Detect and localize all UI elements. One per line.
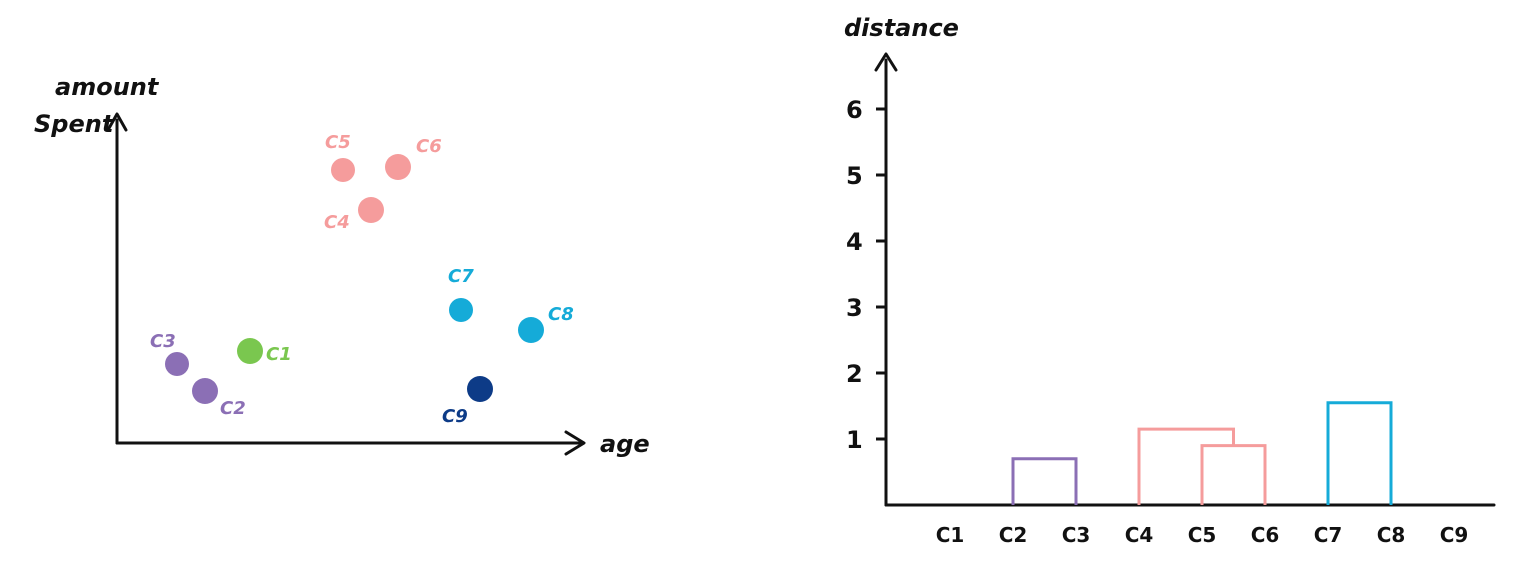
- y-tick-label-5: 5: [846, 162, 863, 190]
- y-tick-label-6: 6: [846, 96, 863, 124]
- y-tick-label-3: 3: [846, 294, 863, 322]
- point-c7: [449, 298, 473, 322]
- leaf-label-c5: C5: [1188, 523, 1217, 547]
- y-tick-label-1: 1: [846, 426, 863, 454]
- link-c5-c6: [1200, 444, 1267, 505]
- scatter-x-label: age: [600, 430, 650, 458]
- scatter-x-arrowhead: [564, 430, 586, 456]
- scatter-svg: amount Spent age C5 C6 C4 C7 C8 C9 C3 C2…: [34, 73, 650, 458]
- point-c4: [358, 197, 384, 223]
- point-c5: [331, 158, 355, 182]
- scatter-y-label-line2: Spent: [34, 110, 115, 138]
- point-c6: [385, 154, 411, 180]
- point-label-c5: C5: [325, 132, 351, 153]
- point-label-c6: C6: [416, 136, 442, 157]
- point-c8: [518, 317, 544, 343]
- leaf-label-c1: C1: [936, 523, 965, 547]
- point-label-c4: C4: [324, 212, 350, 233]
- leaf-label-c8: C8: [1377, 523, 1406, 547]
- point-c9: [467, 376, 493, 402]
- dendro-y-arrowhead: [874, 52, 898, 72]
- y-tick-label-4: 4: [846, 228, 863, 256]
- leaf-label-c4: C4: [1125, 523, 1154, 547]
- y-tick-label-2: 2: [846, 360, 863, 388]
- link-c4-c5-c6: [1137, 427, 1235, 505]
- scatter-y-label-line1: amount: [55, 73, 160, 101]
- point-label-c8: C8: [548, 304, 574, 325]
- leaf-label-c3: C3: [1062, 523, 1091, 547]
- dendro-leaf-labels: C1 C2 C3 C4 C5 C6 C7 C8 C9: [936, 523, 1469, 547]
- leaf-label-c9: C9: [1440, 523, 1469, 547]
- point-label-c1: C1: [266, 344, 292, 365]
- point-c3: [165, 352, 189, 376]
- point-label-c9: C9: [442, 406, 468, 427]
- leaf-label-c7: C7: [1314, 523, 1343, 547]
- scatter-plot: amount Spent age C5 C6 C4 C7 C8 C9 C3 C2…: [0, 0, 700, 577]
- link-c2-c3: [1011, 457, 1078, 505]
- dendrogram-svg: distance 1 2 3 4 5 6 C1 C2 C3 C4 C5 C6 C7 C8 C9: [844, 14, 1496, 547]
- leaf-label-c2: C2: [999, 523, 1028, 547]
- link-c7-c8: [1326, 401, 1393, 505]
- leaf-label-c6: C6: [1251, 523, 1280, 547]
- dendrogram: distance 1 2 3 4 5 6 C1 C2 C3 C4 C5 C6 C7 C8 C9: [780, 0, 1538, 577]
- point-label-c2: C2: [220, 398, 246, 419]
- scatter-y-arrowhead: [106, 112, 128, 132]
- point-c2: [192, 378, 218, 404]
- dendro-y-label: distance: [844, 14, 959, 42]
- point-label-c7: C7: [448, 266, 474, 287]
- point-label-c3: C3: [150, 331, 176, 352]
- dendro-links: [1011, 401, 1393, 505]
- point-c1: [237, 338, 263, 364]
- dendro-y-ticks: 1 2 3 4 5 6: [846, 96, 886, 454]
